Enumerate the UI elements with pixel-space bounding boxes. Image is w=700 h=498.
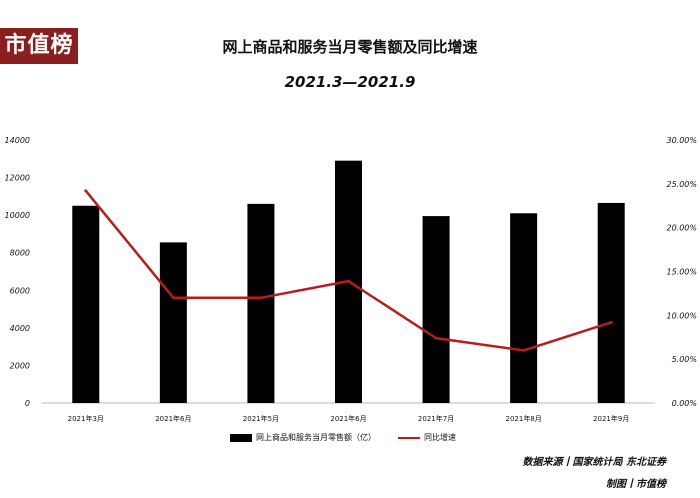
x-tick-label: 2021年5月	[243, 414, 279, 423]
growth-point	[609, 320, 613, 324]
x-tick-label: 2021年6月	[155, 414, 191, 423]
x-tick-label: 2021年3月	[68, 414, 104, 423]
chart-credit: 制图丨市值榜	[606, 479, 666, 490]
x-tick-label: 2021年6月	[330, 414, 366, 423]
x-tick-label: 2021年8月	[506, 414, 542, 423]
y-left-tick-label: 4000	[10, 324, 30, 333]
growth-point	[171, 296, 175, 300]
y-left-tick-label: 2000	[10, 361, 30, 370]
bar	[72, 205, 100, 403]
y-right-tick-label: 30.00%	[666, 136, 697, 145]
legend-item-bar: 网上商品和服务当月零售额（亿）	[230, 432, 376, 443]
growth-point	[522, 348, 526, 352]
y-left-tick-label: 6000	[10, 286, 30, 295]
y-left-tick-label: 10000	[5, 211, 30, 220]
bar	[247, 203, 275, 403]
chart-legend: 网上商品和服务当月零售额（亿） 同比增速	[230, 432, 478, 443]
brand-logo: 市值榜	[0, 28, 78, 64]
chart-title: 网上商品和服务当月零售额及同比增速	[222, 38, 478, 56]
bar	[159, 242, 187, 403]
bar	[510, 213, 538, 403]
growth-point	[84, 189, 88, 193]
y-right-tick-label: 5.00%	[672, 355, 697, 364]
legend-swatch-line	[398, 436, 420, 439]
y-right-tick-label: 25.00%	[666, 180, 697, 189]
chart-subtitle: 2021.3—2021.9	[284, 73, 416, 91]
y-left-tick-label: 8000	[10, 249, 30, 258]
y-left-tick-label: 0	[25, 399, 30, 408]
y-right-tick-label: 15.00%	[666, 268, 697, 277]
y-left-tick-label: 12000	[5, 174, 30, 183]
y-left-tick-label: 14000	[5, 136, 30, 145]
y-right-tick-label: 10.00%	[666, 311, 697, 320]
x-tick-label: 2021年7月	[418, 414, 454, 423]
legend-item-line: 同比增速	[398, 432, 456, 443]
growth-point	[434, 336, 438, 340]
bar	[597, 202, 625, 403]
x-tick-label: 2021年9月	[593, 414, 629, 423]
bar	[422, 216, 450, 403]
data-source-note: 数据来源丨国家统计局 东北证券	[522, 457, 666, 468]
growth-point	[347, 279, 350, 283]
y-right-tick-label: 20.00%	[666, 224, 697, 233]
legend-label-bar: 网上商品和服务当月零售额（亿）	[256, 433, 376, 442]
y-right-tick-label: 0.00%	[672, 399, 697, 408]
legend-swatch-bar	[230, 433, 252, 442]
growth-point	[259, 296, 263, 300]
legend-label-line: 同比增速	[424, 433, 456, 442]
